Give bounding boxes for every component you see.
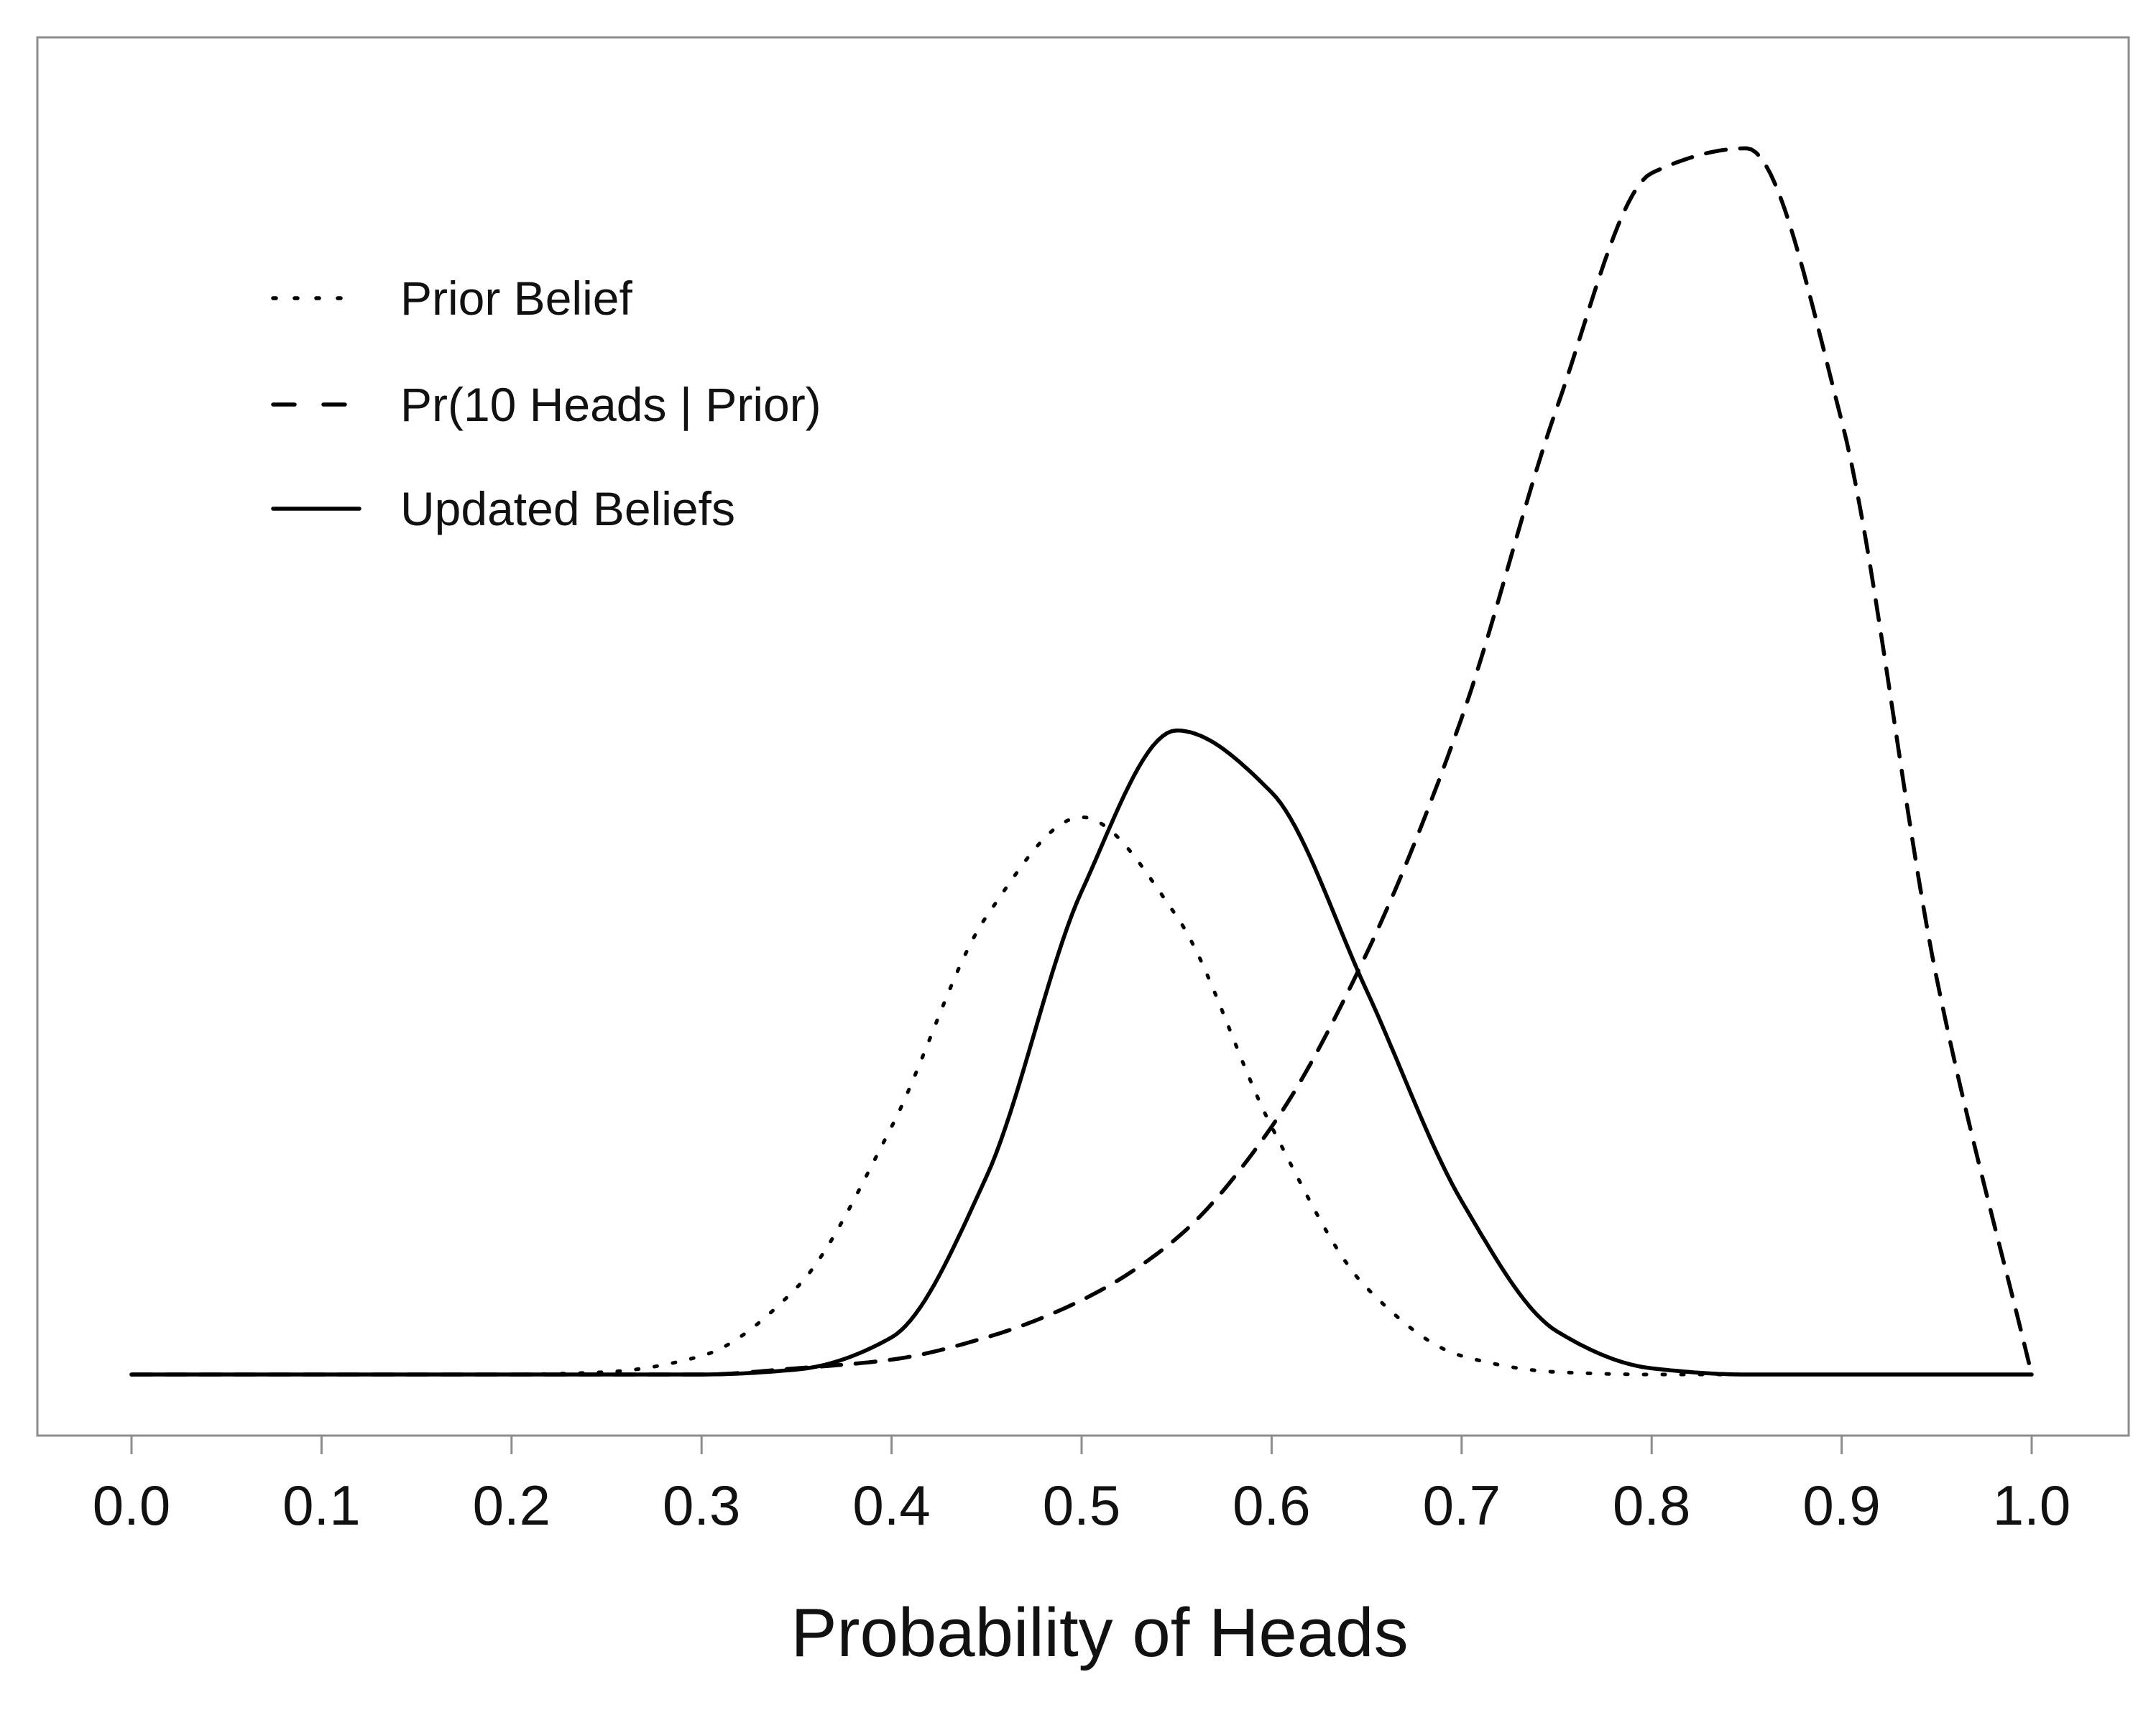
legend-label: Updated Beliefs — [400, 482, 735, 535]
curve-layer — [129, 146, 2034, 1377]
x-tick-label: 0.5 — [1043, 1474, 1120, 1537]
series-line-pr-10-heads-prior — [129, 146, 2034, 1377]
legend-label: Pr(10 Heads | Prior) — [400, 378, 821, 431]
plot-frame — [36, 36, 2130, 1437]
legend-label: Prior Belief — [400, 272, 632, 325]
x-axis-title: Probability of Heads — [791, 1594, 1408, 1671]
x-tick-label: 0.3 — [663, 1474, 740, 1537]
series-line-updated-beliefs — [129, 728, 2034, 1377]
x-tick-label: 0.0 — [93, 1474, 170, 1537]
x-tick-label: 0.9 — [1802, 1474, 1880, 1537]
x-tick-label: 0.7 — [1423, 1474, 1501, 1537]
legend: Prior Belief Pr(10 Heads | Prior) Updated … — [271, 272, 821, 535]
x-tick-label: 0.4 — [852, 1474, 930, 1537]
x-tick-label: 0.8 — [1613, 1474, 1690, 1537]
x-tick-label: 0.1 — [282, 1474, 360, 1537]
x-tick-label: 0.6 — [1233, 1474, 1310, 1537]
series-line-prior-belief — [129, 815, 2034, 1377]
x-tick-label: 0.2 — [473, 1474, 550, 1537]
x-tick-label: 1.0 — [1993, 1474, 2070, 1537]
x-axis: 0.0 0.1 0.2 0.3 0.4 0.5 0.6 0.7 0.8 0.9 1.0 — [93, 1436, 2070, 1537]
